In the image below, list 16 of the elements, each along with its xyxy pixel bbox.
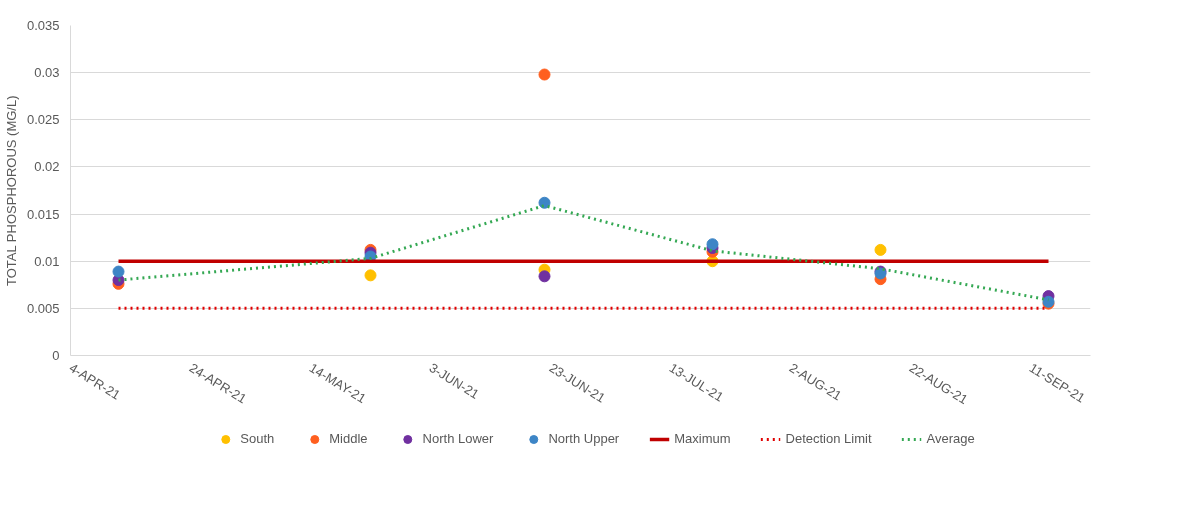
y-tick-label: 0.005 — [26, 300, 60, 316]
y-axis-title: TOTAL PHOSPHOROUS (MG/L) — [3, 95, 19, 286]
y-tick-label: 0 — [52, 348, 60, 363]
y-tick-label: 0.02 — [34, 159, 60, 175]
legend-label: Average — [926, 431, 975, 446]
legend-label: Maximum — [674, 431, 731, 446]
y-tick-label: 0.01 — [34, 253, 60, 269]
legend-label: Detection Limit — [785, 431, 872, 446]
legend-label: North Lower — [422, 431, 494, 446]
y-tick-label: 0.025 — [26, 112, 60, 128]
legend-label: South — [240, 431, 275, 446]
y-tick-label: 0.035 — [26, 18, 60, 33]
legend-label: Middle — [329, 431, 368, 446]
y-tick-label: 0.03 — [34, 65, 60, 81]
legend-label: North Upper — [548, 431, 620, 446]
y-tick-label: 0.015 — [26, 206, 60, 222]
